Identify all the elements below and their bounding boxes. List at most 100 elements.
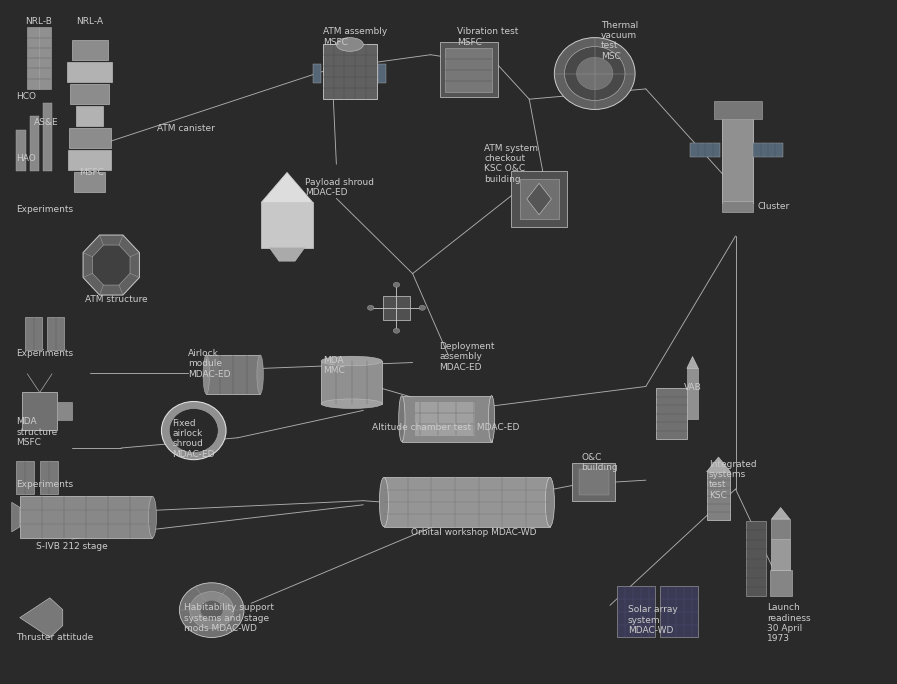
Text: Airlock
module
MDAC-ED: Airlock module MDAC-ED (188, 349, 231, 379)
Text: Solar array
system
MDAC-WD: Solar array system MDAC-WD (628, 605, 677, 635)
Bar (511, 171, 567, 227)
Bar (687, 368, 698, 419)
Ellipse shape (554, 38, 635, 109)
Bar (753, 143, 783, 157)
Polygon shape (687, 356, 698, 368)
Ellipse shape (321, 399, 382, 408)
Text: Integrated
systems
test
KSC: Integrated systems test KSC (709, 460, 756, 500)
Bar (771, 519, 790, 539)
Text: VAB: VAB (684, 383, 701, 392)
Text: Habitability support
systems and stage
mods MDAC-WD: Habitability support systems and stage m… (184, 603, 274, 633)
Text: ATM structure: ATM structure (85, 295, 148, 304)
Text: Orbital workshop MDAC-WD: Orbital workshop MDAC-WD (411, 528, 536, 537)
Text: AS&E: AS&E (34, 118, 58, 127)
Text: ATM canister: ATM canister (157, 124, 215, 133)
Bar (30, 116, 39, 171)
Bar (67, 62, 112, 81)
Bar (206, 355, 260, 394)
Bar (16, 130, 25, 171)
Ellipse shape (190, 592, 233, 629)
Ellipse shape (398, 395, 405, 442)
Bar (770, 570, 791, 596)
Text: Deployment
assembly
MDAC-ED: Deployment assembly MDAC-ED (440, 342, 495, 372)
Ellipse shape (545, 477, 554, 527)
Bar (43, 103, 52, 171)
Circle shape (419, 305, 425, 311)
Polygon shape (92, 245, 130, 285)
Bar (415, 402, 474, 435)
Text: HCO: HCO (16, 92, 36, 101)
Bar (617, 586, 655, 637)
Text: Vibration test
MSFC: Vibration test MSFC (457, 27, 518, 47)
Text: MDA
MMC: MDA MMC (323, 356, 344, 375)
Bar (714, 101, 762, 120)
Bar (572, 463, 615, 501)
Bar (39, 27, 51, 89)
Bar (71, 84, 109, 103)
Bar (76, 106, 103, 126)
Polygon shape (161, 402, 226, 460)
Bar (321, 361, 382, 404)
Polygon shape (20, 598, 63, 637)
Text: Experiments: Experiments (16, 349, 74, 358)
Bar (27, 27, 39, 89)
Circle shape (393, 328, 400, 333)
Ellipse shape (149, 497, 156, 538)
Polygon shape (12, 502, 20, 532)
Ellipse shape (488, 395, 495, 442)
Bar (69, 128, 110, 148)
Ellipse shape (321, 356, 382, 366)
Bar (74, 172, 105, 192)
Bar (746, 521, 766, 596)
Text: NRL-B: NRL-B (25, 17, 52, 26)
Bar (519, 179, 559, 219)
Bar (440, 42, 498, 97)
Bar (722, 201, 753, 212)
Text: Launch
readiness
30 April
1973: Launch readiness 30 April 1973 (767, 603, 811, 644)
Bar (57, 402, 72, 421)
Polygon shape (261, 172, 313, 202)
Bar (378, 64, 386, 83)
Bar (22, 393, 57, 430)
Text: MDA
structure
MSFC: MDA structure MSFC (16, 417, 57, 447)
Text: S-IVB 212 stage: S-IVB 212 stage (36, 542, 108, 551)
Bar (384, 477, 550, 527)
Ellipse shape (200, 601, 223, 620)
Bar (402, 395, 492, 442)
Circle shape (368, 305, 374, 311)
Bar (261, 202, 313, 248)
Bar (383, 295, 410, 319)
Bar (313, 64, 321, 83)
Bar (16, 461, 34, 494)
Text: Experiments: Experiments (16, 205, 74, 214)
Text: HAO: HAO (16, 154, 36, 163)
Ellipse shape (564, 47, 625, 101)
Polygon shape (707, 457, 730, 472)
Text: MSFC: MSFC (79, 168, 104, 176)
Text: O&C
building: O&C building (581, 453, 618, 472)
Text: ATM system
checkout
KSC O&C
building: ATM system checkout KSC O&C building (484, 144, 538, 184)
Bar (771, 539, 790, 570)
Bar (68, 150, 111, 170)
Polygon shape (83, 235, 139, 295)
Bar (72, 40, 108, 60)
Text: Thruster attitude: Thruster attitude (16, 633, 93, 642)
Text: Fixed
airlock
shroud
MDAC-ED: Fixed airlock shroud MDAC-ED (172, 419, 214, 459)
Bar (39, 461, 58, 494)
Text: Cluster: Cluster (758, 202, 790, 211)
Bar (660, 586, 698, 637)
Text: Thermal
vacuum
test
MSC: Thermal vacuum test MSC (601, 21, 639, 61)
Ellipse shape (170, 408, 218, 453)
Bar (707, 472, 730, 520)
Ellipse shape (336, 38, 363, 51)
Bar (445, 48, 492, 92)
Ellipse shape (257, 355, 264, 394)
Polygon shape (771, 508, 790, 519)
Bar (48, 317, 65, 350)
Ellipse shape (577, 57, 613, 90)
Ellipse shape (379, 477, 388, 527)
Polygon shape (527, 183, 552, 215)
Polygon shape (269, 248, 305, 261)
Text: Payload shroud
MDAC-ED: Payload shroud MDAC-ED (305, 178, 374, 197)
Circle shape (393, 282, 400, 287)
